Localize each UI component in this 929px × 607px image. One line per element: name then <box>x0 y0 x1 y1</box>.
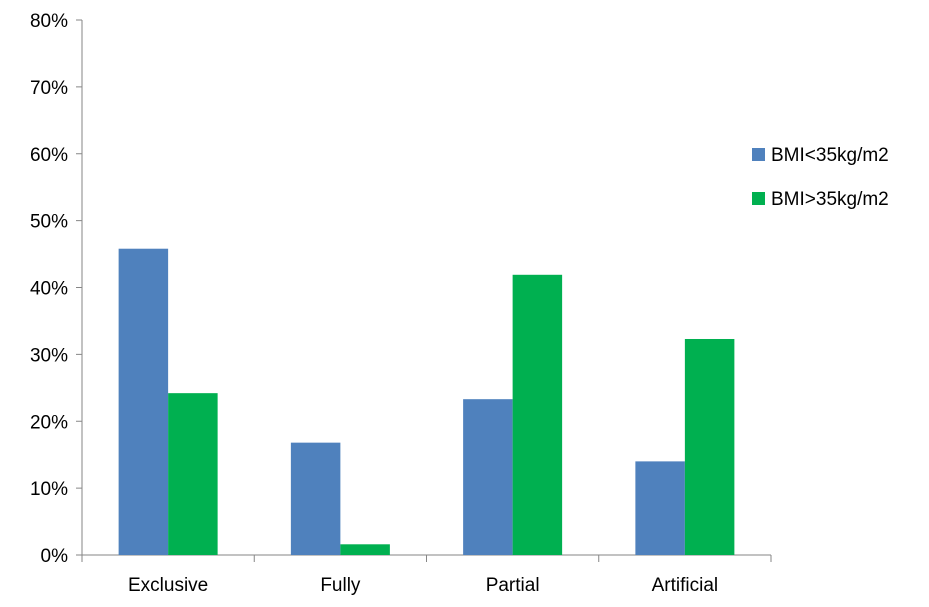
bar <box>684 338 735 555</box>
legend-label: BMI>35kg/m2 <box>771 189 889 210</box>
bar <box>118 248 169 555</box>
y-tick-label: 0% <box>41 546 69 567</box>
bar <box>635 461 685 555</box>
y-axis: 0% 10% 20% 30% 40% 50% 60% 70% 80% <box>30 11 83 567</box>
bar <box>340 544 390 555</box>
y-tick-label: 20% <box>30 412 68 433</box>
legend-swatch <box>752 148 765 161</box>
x-tick-label: Partial <box>486 575 540 596</box>
x-axis: Exclusive Fully Partial Artificial <box>81 554 772 596</box>
x-tick-label: Artificial <box>652 575 719 596</box>
y-tick-label: 60% <box>30 145 68 166</box>
x-tick-label: Fully <box>320 575 361 596</box>
y-tick-label: 50% <box>30 212 68 233</box>
legend-swatch <box>752 192 765 205</box>
bar <box>512 274 563 555</box>
y-tick-label: 40% <box>30 279 68 300</box>
y-tick-label: 80% <box>30 11 68 32</box>
bar <box>290 442 341 555</box>
x-tick-label: Exclusive <box>128 575 208 596</box>
y-tick-label: 70% <box>30 78 68 99</box>
y-tick-label: 30% <box>30 345 68 366</box>
y-tick-label: 10% <box>30 479 68 500</box>
bars <box>118 248 735 555</box>
legend: BMI<35kg/m2 BMI>35kg/m2 <box>752 145 889 210</box>
bar <box>168 393 218 555</box>
legend-label: BMI<35kg/m2 <box>771 145 889 166</box>
bar <box>463 399 513 555</box>
